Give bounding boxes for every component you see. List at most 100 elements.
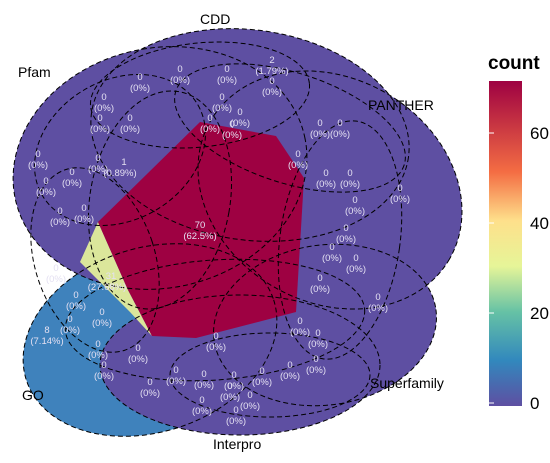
zero-region-text: 0 <box>317 118 322 129</box>
zero-region-text: (0%) <box>206 342 226 353</box>
zero-region-label: 0(0%) <box>212 92 232 114</box>
zero-region-text: (0%) <box>66 301 86 312</box>
zero-region-text: 0 <box>135 343 140 354</box>
zero-region-label: 0(0%) <box>92 307 112 329</box>
set-label-go: GO <box>22 387 44 403</box>
zero-region-label: 0(0%) <box>140 377 160 399</box>
zero-region-label: 0(0%) <box>288 149 308 171</box>
zero-region-label: 0(0%) <box>330 118 350 140</box>
zero-region-text: (0%) <box>94 103 114 114</box>
zero-region-text: (0%) <box>310 129 330 140</box>
zero-region-label: 0(0%) <box>60 314 80 336</box>
zero-region-label: 0(0%) <box>224 370 244 392</box>
zero-region-label: 0(0%) <box>346 253 366 275</box>
zero-region-text: 0 <box>81 203 86 214</box>
zero-region-text: 0 <box>259 366 264 377</box>
zero-region-label: 0(0%) <box>240 390 260 412</box>
zero-region-text: 0 <box>352 195 357 206</box>
zero-region-label: 0(0%) <box>340 168 360 190</box>
zero-region-text: (0%) <box>336 234 356 245</box>
zero-region-label: 0(0%) <box>252 366 272 388</box>
zero-region-text: 0 <box>99 307 104 318</box>
zero-region-text: 0 <box>353 253 358 264</box>
zero-region-text: (0%) <box>120 124 140 135</box>
zero-region-text: 0 <box>147 377 152 388</box>
region-label-cdd-only: 2 (1.79%) <box>255 55 288 77</box>
zero-region-text: 0 <box>323 168 328 179</box>
zero-region-text: (0%) <box>200 124 220 135</box>
zero-region-text: 0 <box>313 354 318 365</box>
zero-region-text: 0 <box>343 223 348 234</box>
zero-region-text: (0%) <box>128 354 148 365</box>
zero-region-text: (0%) <box>88 350 108 361</box>
zero-region-label: 0(0%) <box>368 292 388 314</box>
zero-region-text: (0%) <box>92 318 112 329</box>
svg-text:1: 1 <box>121 157 126 168</box>
zero-region-text: 0 <box>101 92 106 103</box>
zero-region-label: 0(0%) <box>62 167 82 189</box>
zero-region-text: (0%) <box>230 118 250 129</box>
zero-region-label: 0(0%) <box>206 331 226 353</box>
legend-ticks: 0 20 40 60 <box>489 124 549 413</box>
zero-region-label: 0(0%) <box>194 369 214 391</box>
svg-text:(1.79%): (1.79%) <box>255 66 288 77</box>
region-label-light: 31 (27.68%) <box>88 271 127 293</box>
zero-region-text: 0 <box>69 167 74 178</box>
zero-region-text: 0 <box>213 331 218 342</box>
zero-region-label: 0(0%) <box>50 206 70 228</box>
set-label-superfamily: Superfamily <box>370 375 444 391</box>
zero-region-label: 0(0%) <box>230 107 250 129</box>
svg-text:70: 70 <box>195 220 206 231</box>
zero-region-label: 0(0%) <box>316 168 336 190</box>
zero-region-text: (0%) <box>166 376 186 387</box>
region-label-core: 70 (62.5%) <box>183 220 216 242</box>
legend-colorbar <box>489 81 522 406</box>
zero-region-label: 0(0%) <box>166 365 186 387</box>
zero-region-text: (0%) <box>390 194 410 205</box>
zero-region-text: (0%) <box>346 264 366 275</box>
svg-text:(7.14%): (7.14%) <box>30 336 63 347</box>
zero-region-text: 0 <box>207 113 212 124</box>
zero-region-label: 0(0%) <box>306 354 326 376</box>
zero-region-text: (0%) <box>90 124 110 135</box>
zero-region-label: 0(0%) <box>94 92 114 114</box>
zero-region-label: 0(0%) <box>290 316 310 338</box>
zero-region-text: 0 <box>347 168 352 179</box>
zero-region-text: 0 <box>73 290 78 301</box>
zero-region-text: (0%) <box>220 392 240 403</box>
zero-region-text: 0 <box>101 360 106 371</box>
zero-region-text: (0%) <box>36 187 56 198</box>
zero-region-text: 0 <box>53 263 58 274</box>
zero-region-text: (0%) <box>290 327 310 338</box>
set-label-cdd: CDD <box>200 11 230 27</box>
zero-region-text: 0 <box>97 113 102 124</box>
zero-region-text: 0 <box>227 381 232 392</box>
zero-region-text: 0 <box>297 316 302 327</box>
zero-region-label: 0(0%) <box>280 360 300 382</box>
zero-region-label: 0(0%) <box>308 328 328 350</box>
set-label-interpro: Interpro <box>213 436 261 452</box>
zero-region-text: 0 <box>329 242 334 253</box>
zero-region-label: 0(0%) <box>390 183 410 205</box>
region-light <box>80 222 152 336</box>
zero-region-label: 0(0%) <box>130 72 150 94</box>
set-outlines <box>12 28 463 437</box>
zero-region-text: (0%) <box>340 179 360 190</box>
set-label-panther: PANTHER <box>368 97 434 113</box>
zero-region-text: 0 <box>127 113 132 124</box>
zero-region-label: 0(0%) <box>46 263 66 285</box>
zero-region-text: (0%) <box>240 401 260 412</box>
zero-region-text: (0%) <box>217 75 237 86</box>
zero-region-label: 0(0%) <box>222 119 242 141</box>
zero-region-label: 0(0%) <box>345 195 365 217</box>
zero-region-text: 0 <box>269 76 274 87</box>
zero-region-text: (0%) <box>74 214 94 225</box>
zero-region-text: (0%) <box>345 206 365 217</box>
zero-region-text: 0 <box>233 405 238 416</box>
zero-region-text: (0%) <box>130 83 150 94</box>
legend-title: count <box>488 53 540 74</box>
zero-region-text: (0%) <box>224 381 244 392</box>
zero-region-label: 0(0%) <box>88 339 108 361</box>
